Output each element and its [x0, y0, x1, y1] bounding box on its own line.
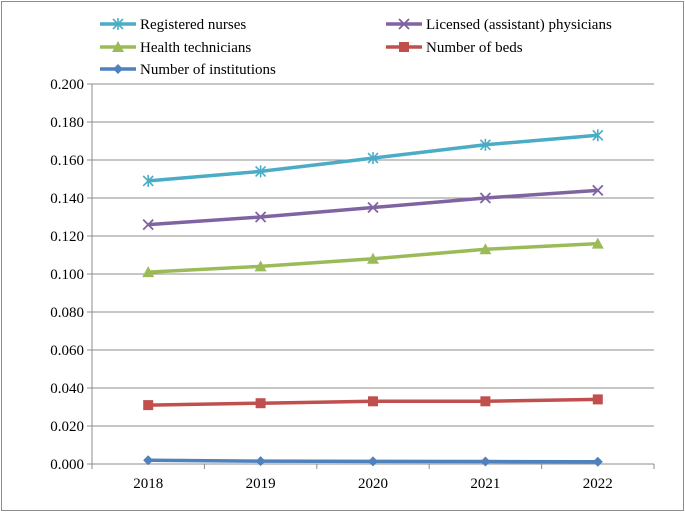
data-point [480, 456, 491, 467]
legend-label: Number of institutions [140, 62, 276, 78]
legend-label: Number of beds [426, 40, 523, 56]
x-tick-label: 2019 [246, 476, 276, 492]
legend: Registered nurses Licensed (assistant) ph… [100, 17, 612, 78]
series-number-of-beds [143, 394, 603, 411]
data-point [368, 396, 378, 407]
y-tick-label: 0.000 [50, 457, 84, 473]
y-tick-label: 0.140 [50, 191, 84, 207]
legend-item: Number of institutions [100, 62, 276, 78]
data-point [255, 456, 266, 467]
legend-marker [399, 42, 409, 52]
data-point [142, 218, 154, 231]
legend-item: Health technicians [100, 40, 251, 56]
legend-label: Health technicians [140, 40, 251, 56]
y-tick-labels: 0.000 0.020 0.040 0.060 0.080 0.100 0.120 0.140… [50, 77, 84, 473]
data-point [367, 201, 379, 214]
legend-item: Licensed (assistant) physicians [386, 17, 612, 33]
data-point [368, 456, 378, 467]
legend-marker [398, 18, 410, 30]
gridlines [92, 83, 654, 465]
axes [87, 83, 655, 469]
data-point [142, 266, 155, 278]
data-point [143, 400, 154, 411]
data-point [367, 152, 379, 165]
x-tick-labels: 2018 2019 2020 2021 2022 [133, 476, 613, 492]
data-point [367, 252, 379, 264]
legend-marker [113, 64, 123, 74]
series-licensed-assistant-physicians [142, 184, 604, 231]
legend-marker [112, 41, 124, 52]
y-tick-label: 0.020 [50, 419, 84, 435]
series-health-technicians [142, 237, 604, 278]
data-point [254, 260, 267, 272]
y-tick-label: 0.120 [50, 229, 84, 245]
y-tick-label: 0.180 [50, 115, 84, 131]
legend-item: Number of beds [386, 40, 523, 56]
y-tick-label: 0.060 [50, 343, 84, 359]
x-tick-label: 2020 [358, 476, 388, 492]
data-point [591, 237, 604, 249]
data-point [592, 394, 603, 405]
y-tick-label: 0.160 [50, 153, 84, 169]
x-tick-label: 2022 [583, 476, 613, 492]
series-registered-nurses [142, 129, 604, 187]
data-point [479, 243, 492, 255]
x-tick-label: 2018 [133, 476, 163, 492]
legend-label: Licensed (assistant) physicians [426, 17, 612, 33]
series-lines [142, 129, 604, 467]
data-point [255, 165, 267, 178]
y-tick-label: 0.080 [50, 305, 84, 321]
data-point [480, 396, 491, 407]
series-number-of-institutions [143, 455, 603, 467]
data-point [142, 174, 154, 187]
data-point [479, 192, 492, 204]
legend-item: Registered nurses [100, 17, 246, 33]
legend-marker [112, 18, 124, 30]
data-point [592, 184, 604, 197]
y-tick-label: 0.200 [50, 77, 84, 93]
x-tick-label: 2021 [470, 476, 500, 492]
y-tick-label: 0.100 [50, 267, 84, 283]
data-point [255, 398, 266, 409]
legend-label: Registered nurses [140, 17, 246, 33]
data-point [143, 455, 154, 466]
data-point [592, 129, 604, 142]
data-point [254, 211, 267, 223]
data-point [592, 456, 603, 467]
data-point [479, 138, 491, 151]
y-tick-label: 0.040 [50, 381, 84, 397]
